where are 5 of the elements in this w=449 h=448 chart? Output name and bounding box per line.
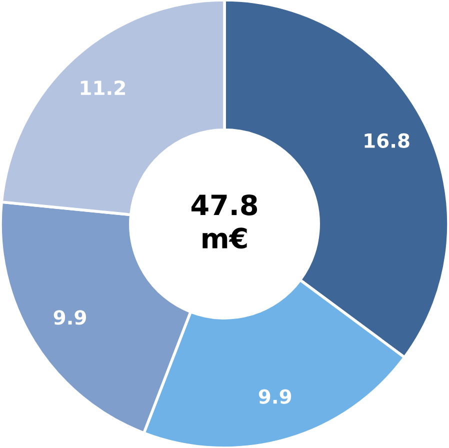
text: 47.8 m€ <box>191 194 258 249</box>
data-label: 9.9 <box>258 389 292 404</box>
data-label: 11.2 <box>80 80 125 95</box>
data-label: 16.8 <box>364 133 410 148</box>
data-label: 9.9 <box>54 310 86 325</box>
